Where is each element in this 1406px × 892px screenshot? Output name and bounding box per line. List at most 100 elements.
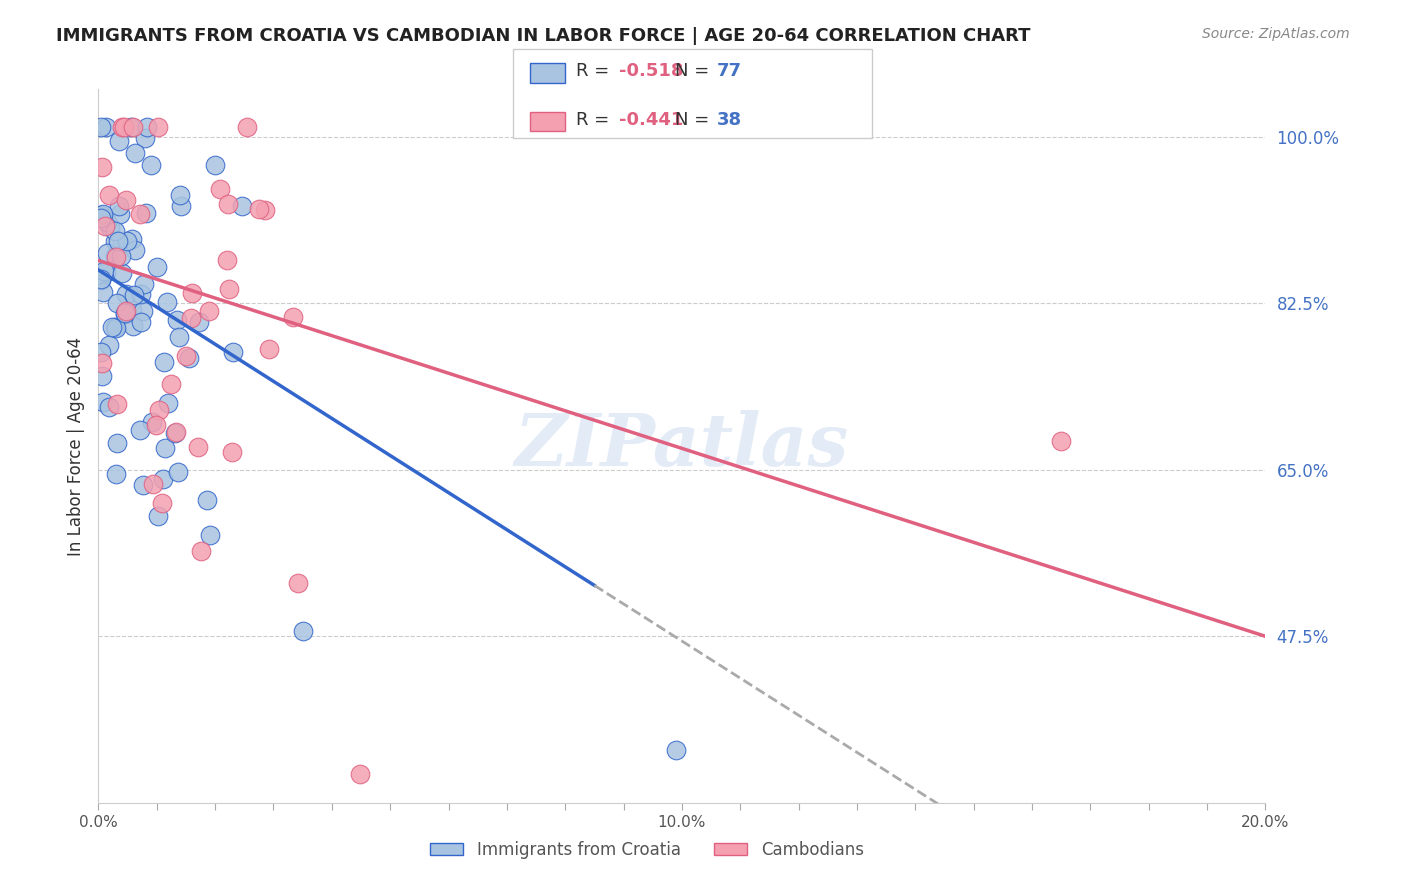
Point — [1050, 434, 1073, 449]
Point — [217, 196, 239, 211]
Point — [217, 253, 239, 268]
Point — [114, 193, 136, 207]
Point — [141, 416, 163, 430]
Point — [114, 306, 136, 320]
Point — [105, 321, 128, 335]
Point — [187, 440, 209, 454]
Point — [145, 418, 167, 433]
Point — [90, 120, 112, 135]
Point — [91, 285, 114, 300]
Point — [139, 158, 162, 172]
Point — [98, 219, 121, 234]
Point — [90, 160, 112, 174]
Point — [122, 287, 145, 301]
Point — [107, 198, 129, 212]
Point — [169, 188, 191, 202]
Point — [90, 345, 112, 359]
Point — [91, 394, 114, 409]
Point — [97, 400, 120, 414]
Point — [111, 120, 134, 135]
Point — [105, 296, 128, 310]
Point — [98, 187, 121, 202]
Point — [134, 130, 156, 145]
Point — [181, 285, 204, 300]
Point — [198, 527, 221, 541]
Point — [174, 349, 197, 363]
Point — [90, 272, 112, 286]
Point — [90, 273, 112, 287]
Point — [135, 206, 157, 220]
Point — [146, 120, 169, 135]
Point — [105, 467, 128, 481]
Point — [111, 266, 134, 280]
Point — [124, 145, 146, 160]
Point — [167, 465, 190, 479]
Legend: Immigrants from Croatia, Cambodians: Immigrants from Croatia, Cambodians — [423, 835, 870, 866]
Point — [134, 277, 156, 291]
Point — [195, 493, 218, 508]
Point — [247, 202, 270, 216]
Point — [257, 342, 280, 356]
Point — [91, 369, 114, 384]
Point — [163, 425, 186, 440]
Text: -0.518: -0.518 — [619, 62, 683, 80]
Point — [105, 397, 128, 411]
Point — [218, 282, 240, 296]
Point — [108, 134, 131, 148]
Point — [146, 509, 169, 524]
Point — [152, 472, 174, 486]
Point — [188, 315, 211, 329]
Point — [281, 310, 304, 324]
Point — [166, 313, 188, 327]
Point — [115, 235, 138, 249]
Point — [132, 478, 155, 492]
Point — [120, 120, 142, 135]
Point — [129, 424, 152, 438]
Point — [190, 543, 212, 558]
Point — [122, 120, 145, 135]
Point — [141, 477, 163, 491]
Point — [235, 120, 257, 135]
Point — [90, 356, 112, 370]
Text: N =: N = — [675, 111, 714, 128]
Point — [110, 249, 132, 263]
Point — [124, 243, 146, 257]
Point — [209, 182, 232, 196]
Point — [170, 198, 193, 212]
Text: N =: N = — [675, 62, 714, 80]
Point — [114, 287, 136, 301]
Point — [231, 198, 253, 212]
Point — [104, 234, 127, 248]
Point — [93, 219, 115, 233]
Point — [121, 302, 143, 317]
Point — [112, 120, 135, 135]
Point — [150, 496, 173, 510]
Point — [104, 249, 127, 263]
Text: R =: R = — [576, 62, 616, 80]
Point — [287, 576, 309, 591]
Point — [101, 320, 124, 334]
Point — [90, 211, 112, 226]
Point — [222, 345, 245, 359]
Point — [136, 120, 159, 135]
Point — [115, 304, 138, 318]
Point — [349, 767, 371, 781]
Point — [110, 207, 132, 221]
Point — [94, 120, 117, 135]
Point — [93, 264, 115, 278]
Point — [103, 319, 125, 334]
Point — [91, 207, 114, 221]
Text: ZIPatlas: ZIPatlas — [515, 410, 849, 482]
Point — [105, 436, 128, 450]
Point — [90, 208, 112, 222]
Point — [179, 311, 201, 326]
Point — [156, 395, 179, 409]
Point — [153, 355, 176, 369]
Point — [253, 202, 276, 217]
Point — [292, 624, 315, 639]
Point — [159, 376, 181, 391]
Point — [198, 304, 221, 318]
Point — [121, 318, 143, 333]
Point — [96, 246, 118, 260]
Point — [96, 215, 118, 229]
